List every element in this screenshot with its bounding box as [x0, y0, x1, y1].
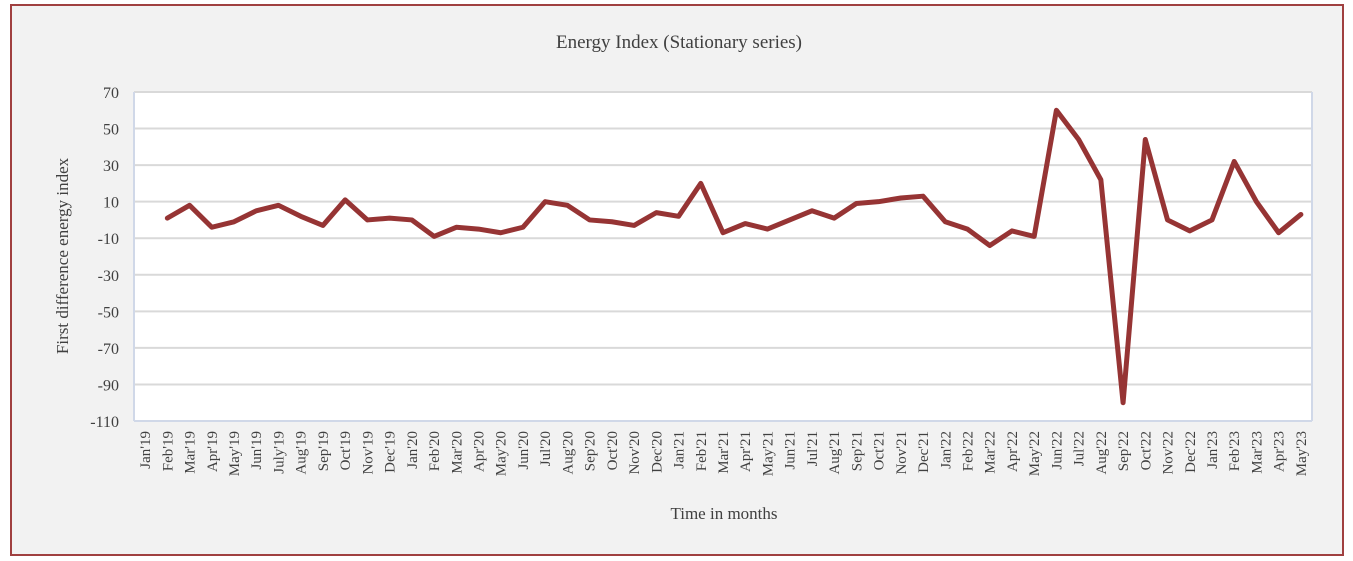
x-tick-label: Nov'22 — [1161, 431, 1177, 475]
x-tick-label: Oct'20 — [605, 431, 621, 470]
x-tick-label: Sep'22 — [1116, 431, 1132, 471]
x-tick-label: May'23 — [1294, 431, 1310, 476]
y-tick-label: -70 — [98, 341, 119, 358]
x-tick-label: Jan'19 — [138, 431, 154, 469]
x-tick-label: Feb'20 — [427, 431, 443, 471]
y-tick-label: -110 — [90, 414, 119, 431]
x-tick-label: Dec'20 — [649, 431, 665, 473]
x-tick-label: Mar'21 — [716, 431, 732, 474]
y-tick-label: 30 — [103, 158, 119, 175]
x-tick-label: Jun'20 — [516, 431, 532, 470]
x-tick-label: May'22 — [1027, 431, 1043, 476]
x-tick-label: Apr'19 — [205, 431, 221, 472]
x-axis-ticks: Jan'19 Feb'19 Mar'19 Apr'19 May'19 Jun'19 July… — [138, 431, 1310, 476]
x-tick-label: Sep'20 — [583, 431, 599, 471]
x-tick-label: Jan'23 — [1205, 431, 1221, 469]
x-tick-label: Jan'22 — [938, 431, 954, 469]
x-tick-label: May'19 — [227, 431, 243, 476]
y-tick-label: -50 — [98, 304, 119, 321]
x-tick-label: Aug'21 — [827, 431, 843, 475]
y-tick-label: -10 — [98, 231, 119, 248]
plot-area — [134, 92, 1312, 421]
y-tick-label: 10 — [103, 195, 119, 212]
x-tick-label: Jul'21 — [805, 431, 821, 466]
x-axis-title: Time in months — [670, 504, 777, 523]
x-tick-label: Apr'21 — [738, 431, 754, 472]
x-tick-label: Dec'22 — [1183, 431, 1199, 473]
x-tick-label: Mar'22 — [983, 431, 999, 474]
chart-title: Energy Index (Stationary series) — [556, 32, 802, 53]
series-line — [164, 107, 1304, 406]
x-tick-label: Oct'21 — [872, 431, 888, 470]
x-tick-label: Feb'19 — [160, 431, 176, 471]
y-tick-label: -30 — [98, 268, 119, 285]
x-tick-label: Feb'23 — [1227, 431, 1243, 471]
y-axis-ticks: 70 50 30 10 -10 -30 -50 -70 -90 -110 — [90, 85, 119, 431]
x-tick-label: Sep'19 — [316, 431, 332, 471]
x-tick-label: Nov'21 — [894, 431, 910, 475]
x-tick-label: Feb'22 — [960, 431, 976, 471]
x-tick-label: Jul'22 — [1072, 431, 1088, 466]
x-tick-label: Jun'21 — [783, 431, 799, 470]
x-tick-label: July'19 — [271, 431, 287, 474]
x-tick-label: Mar'20 — [449, 431, 465, 474]
x-tick-label: Dec'19 — [383, 431, 399, 473]
y-tick-label: -90 — [98, 377, 119, 394]
x-tick-label: Jan'21 — [672, 431, 688, 469]
x-tick-label: Nov'19 — [360, 431, 376, 475]
x-tick-label: Nov'20 — [627, 431, 643, 475]
x-tick-label: Jul'20 — [538, 431, 554, 466]
x-tick-label: Jun'19 — [249, 431, 265, 470]
x-tick-label: Mar'19 — [183, 431, 199, 474]
y-tick-label: 70 — [103, 85, 119, 102]
x-tick-label: Oct'22 — [1138, 431, 1154, 470]
x-tick-label: Jan'20 — [405, 431, 421, 469]
gridlines — [133, 91, 1313, 422]
x-tick-label: May'20 — [494, 431, 510, 476]
x-tick-label: Apr'20 — [472, 431, 488, 472]
x-tick-label: Apr'22 — [1005, 431, 1021, 472]
x-tick-label: Apr'23 — [1272, 431, 1288, 472]
x-tick-label: Feb'21 — [694, 431, 710, 471]
y-tick-label: 50 — [103, 122, 119, 139]
x-tick-label: Aug'22 — [1094, 431, 1110, 475]
x-tick-label: Aug'20 — [560, 431, 576, 475]
x-tick-label: Dec'21 — [916, 431, 932, 473]
y-axis-title: First difference energy index — [53, 157, 72, 354]
x-tick-label: Aug'19 — [294, 431, 310, 475]
x-tick-label: May'21 — [760, 431, 776, 476]
x-tick-label: Jun'22 — [1049, 431, 1065, 470]
x-tick-label: Oct'19 — [338, 431, 354, 470]
x-tick-label: Sep'21 — [849, 431, 865, 471]
x-tick-label: Mar'23 — [1249, 431, 1265, 474]
